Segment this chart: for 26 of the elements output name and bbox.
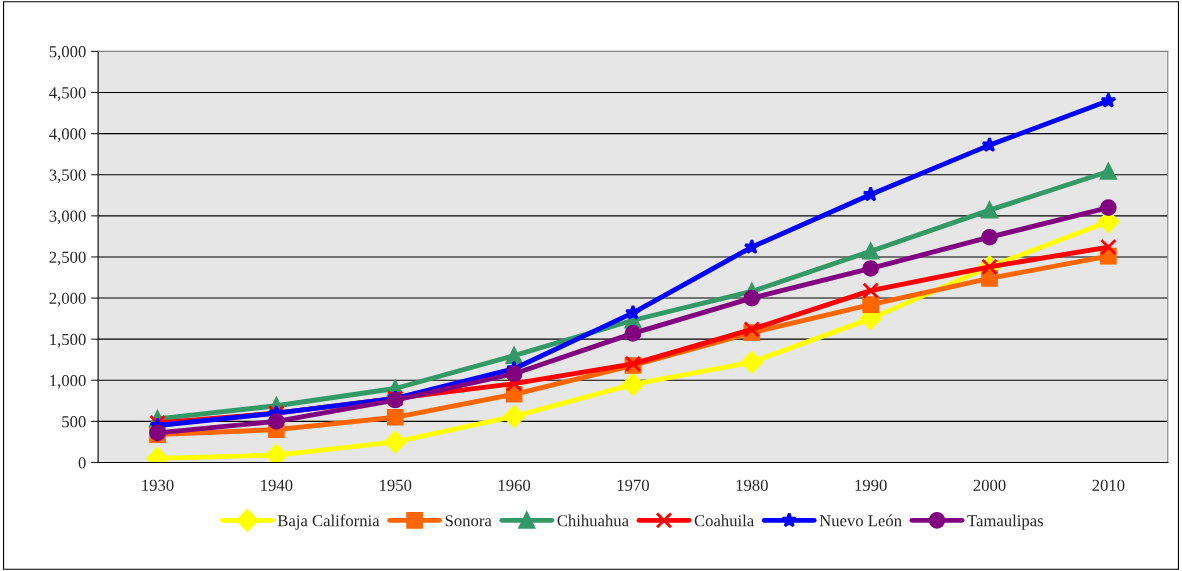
y-tick-label: 5,000 — [49, 46, 86, 60]
legend-label: Coahuila — [694, 514, 754, 527]
y-tick-label: 500 — [62, 416, 86, 428]
legend-label: Chihuahua — [557, 514, 629, 527]
y-tick-label: 4,000 — [49, 128, 86, 142]
x-tick-label: 1950 — [380, 479, 412, 491]
y-tick-label: 1,000 — [50, 374, 86, 389]
y-tick-label: 0 — [78, 457, 86, 469]
y-tick-label: 2,500 — [49, 251, 86, 266]
x-tick-label: 2000 — [973, 479, 1006, 491]
y-tick-label: 2,000 — [49, 292, 86, 307]
y-tick-label: 3,500 — [49, 169, 86, 184]
x-tick-label: 1970 — [617, 479, 649, 491]
x-tick-label: 1980 — [736, 479, 768, 491]
y-tick-label: 1,500 — [50, 333, 86, 348]
y-tick-label: 3,000 — [49, 210, 86, 225]
x-tick-label: 1930 — [142, 479, 174, 491]
legend-label: Nuevo León — [819, 514, 902, 527]
legend-label: Tamaulipas — [967, 514, 1044, 530]
x-tick-label: 1940 — [261, 479, 293, 491]
legend-label: Baja California — [277, 514, 380, 530]
x-tick-label: 2010 — [1092, 479, 1125, 491]
x-tick-label: 1990 — [855, 479, 887, 491]
x-tick-label: 1960 — [498, 479, 531, 491]
legend-label: Sonora — [445, 515, 492, 527]
y-tick-label: 4,500 — [49, 87, 86, 101]
